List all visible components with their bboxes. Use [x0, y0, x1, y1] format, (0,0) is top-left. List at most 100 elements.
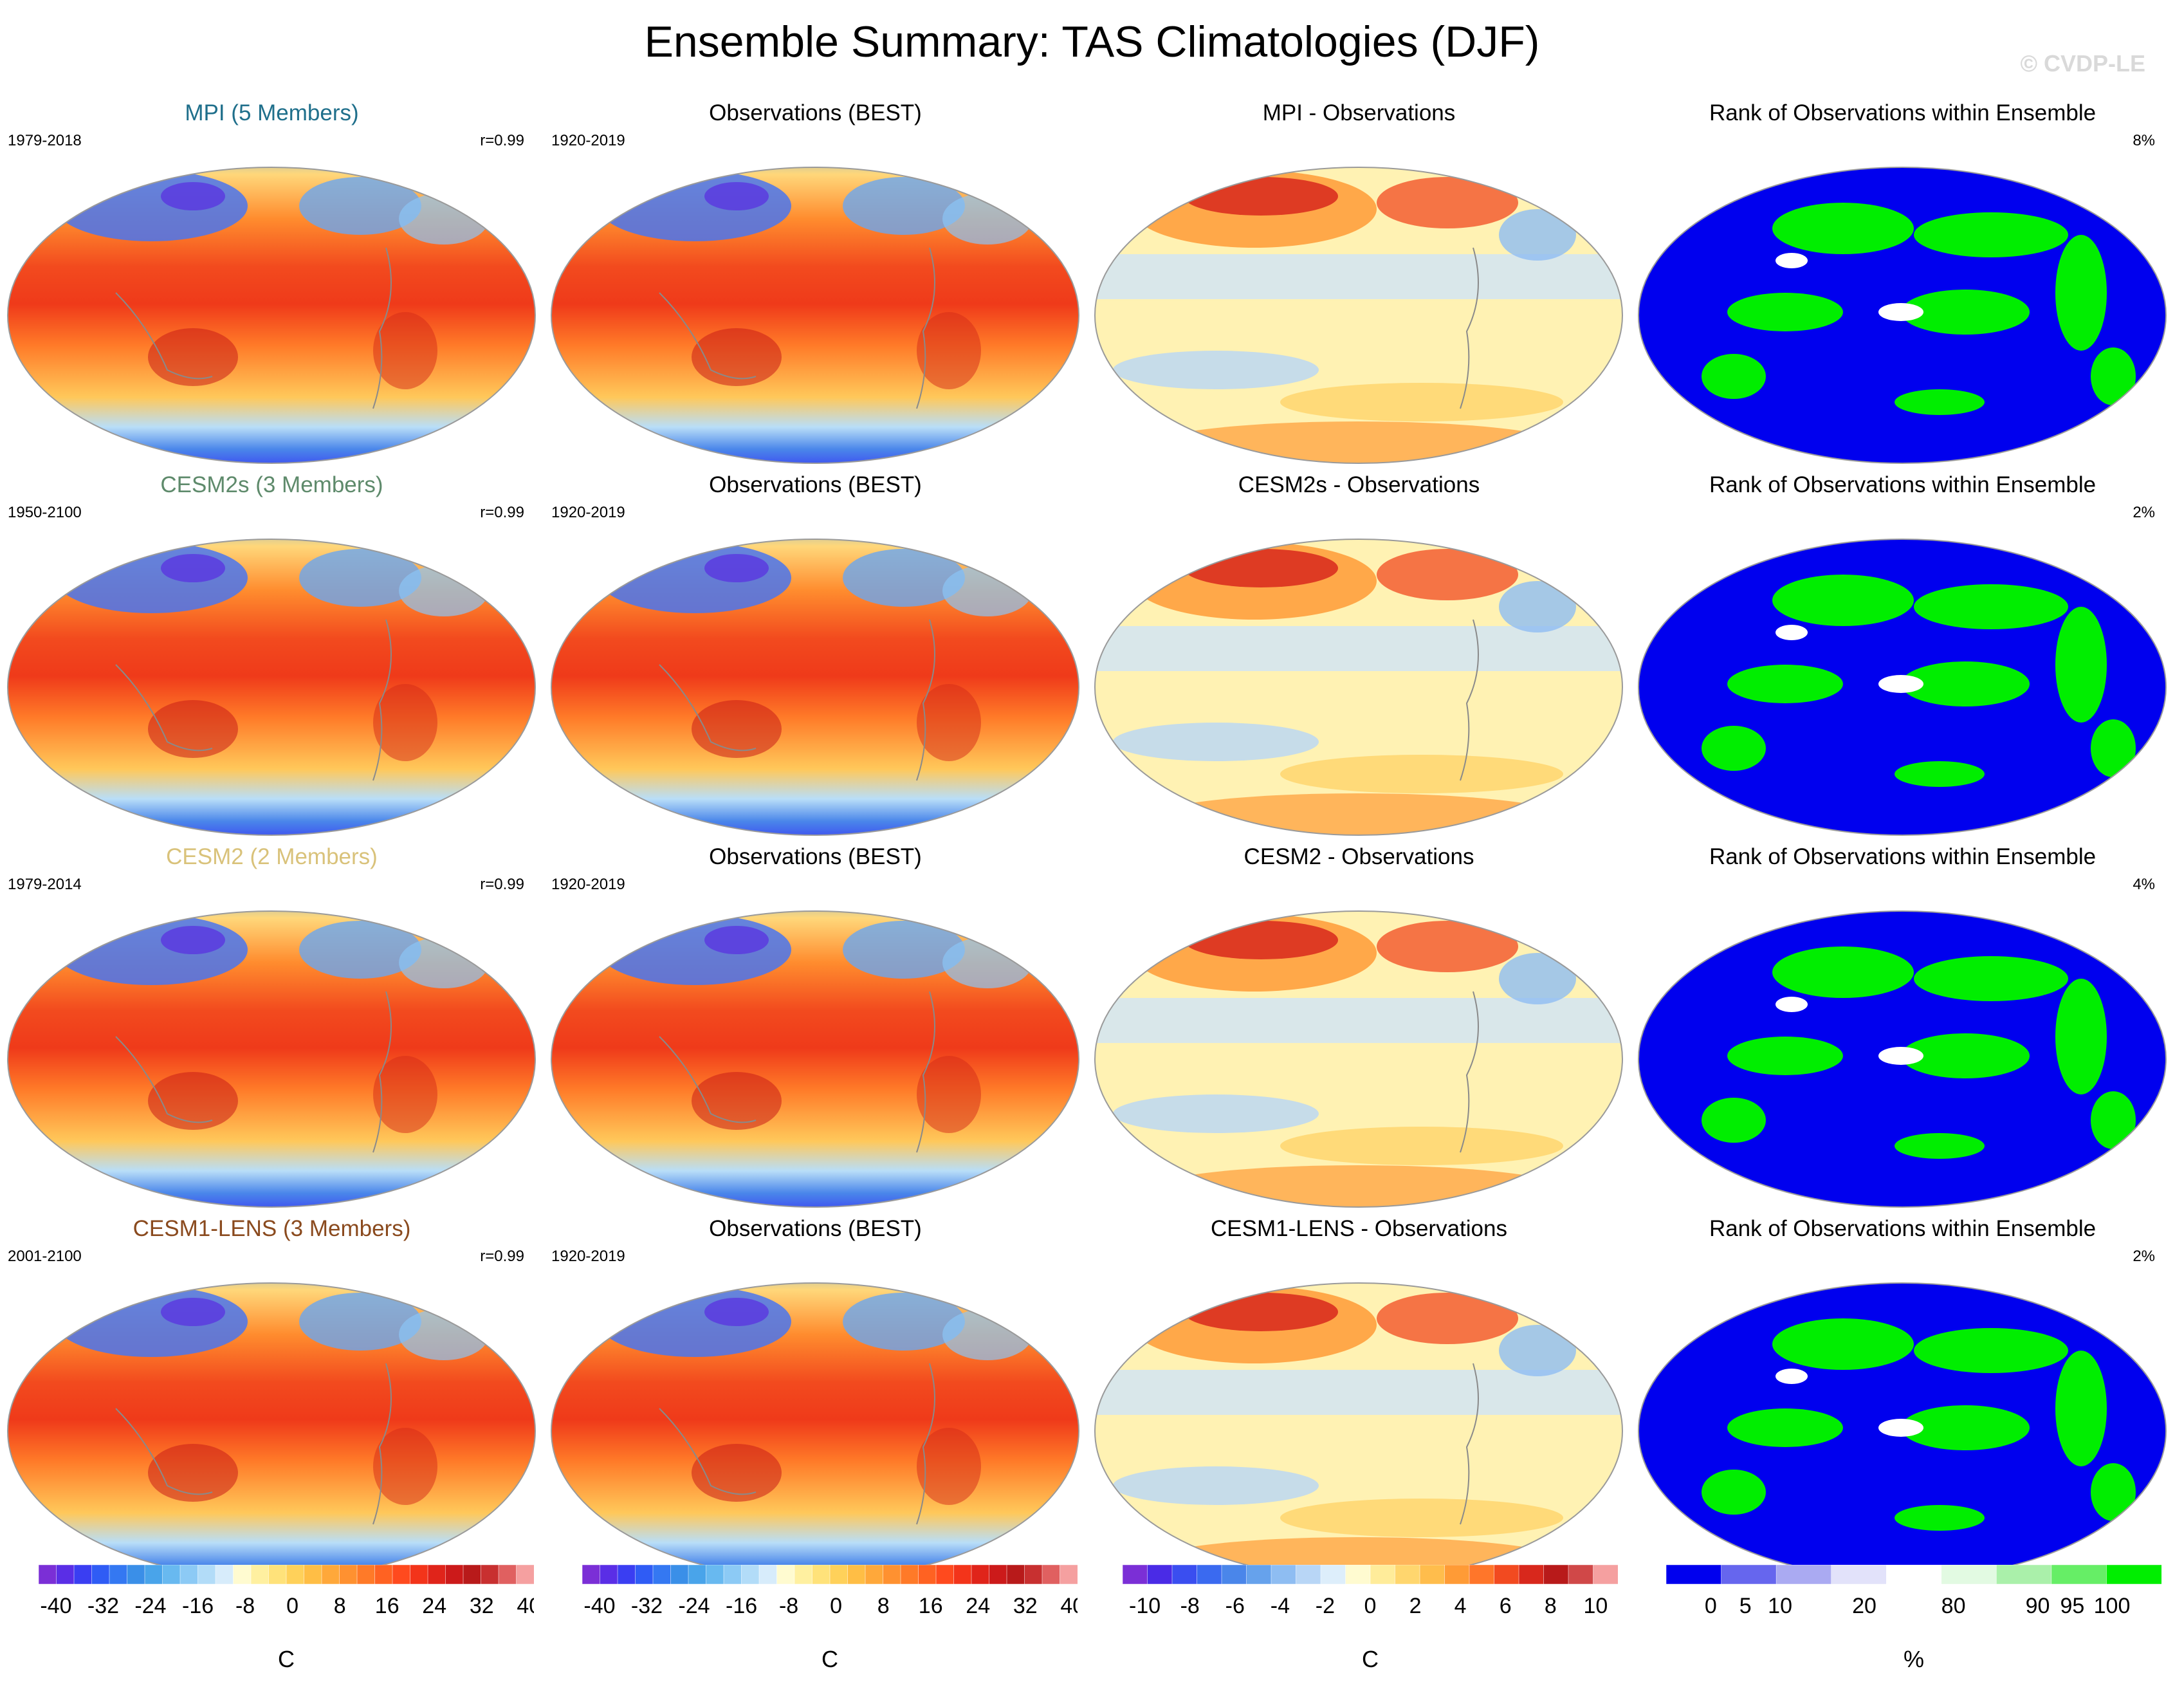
colorbar-swatch — [1345, 1565, 1371, 1585]
colorbar-swatch — [392, 1565, 411, 1585]
temperature-colorbar-model: -40 -32 -24 -16 -8 0 8 16 24 32 40 — [39, 1565, 534, 1636]
panel-title: Rank of Observations within Ensemble — [1709, 844, 2097, 869]
difference-map — [1094, 1282, 1623, 1580]
colorbar-swatch — [812, 1565, 830, 1585]
colorbar-swatch — [2106, 1565, 2161, 1585]
diff-panel: CESM2 - Observations — [1087, 844, 1631, 1215]
colorbar-tick-label: -6 — [1225, 1594, 1245, 1618]
rank-colorbar: 0 5 10 20 80 90 95 100 — [1666, 1565, 2161, 1636]
colorbar-tick-label: 5 — [1739, 1594, 1752, 1618]
colorbar-swatch — [635, 1565, 654, 1585]
colorbar-swatch — [741, 1565, 760, 1585]
colorbar-swatch — [1444, 1565, 1470, 1585]
colorbar-tick-label: 100 — [2094, 1594, 2131, 1618]
temperature-map — [551, 539, 1079, 836]
rank-map — [1638, 1282, 2167, 1580]
colorbar-tick-label: 20 — [1852, 1594, 1877, 1618]
pattern-correlation: r=0.99 — [480, 504, 524, 521]
watermark: © CVDP-LE — [2020, 50, 2145, 77]
colorbar-swatch — [1006, 1565, 1025, 1585]
colorbar-swatch — [1370, 1565, 1396, 1585]
colorbar-tick-label: 95 — [2060, 1594, 2084, 1618]
panel-title: Observations (BEST) — [709, 844, 922, 869]
colorbar-swatch — [989, 1565, 1007, 1585]
colorbar-tick-label: 8 — [1545, 1594, 1557, 1618]
colorbar-swatch — [1060, 1565, 1078, 1585]
colorbar-swatch — [179, 1565, 199, 1585]
colorbar-tick-label: -8 — [1180, 1594, 1200, 1618]
rank-panel: Rank of Observations within Ensemble 8% — [1631, 100, 2174, 472]
colorbar-swatch — [1831, 1565, 1887, 1585]
panel-period: 1979-2014 — [8, 876, 82, 893]
colorbar-swatch — [1296, 1565, 1321, 1585]
colorbar-tick-label: 16 — [375, 1594, 399, 1618]
diff-panel: CESM1-LENS - Observations — [1087, 1215, 1631, 1587]
colorbar-tick-label: 32 — [470, 1594, 494, 1618]
colorbar-swatch — [339, 1565, 358, 1585]
colorbar-tick-label: -40 — [40, 1594, 71, 1618]
colorbar-tick-label: -16 — [182, 1594, 214, 1618]
temperature-map — [7, 539, 536, 836]
colorbar-tick-label: -8 — [235, 1594, 255, 1618]
colorbar-swatch — [410, 1565, 428, 1585]
colorbar-swatch — [1776, 1565, 1832, 1585]
colorbar-swatch — [900, 1565, 919, 1585]
colorbar-swatch — [935, 1565, 955, 1585]
model-panel: CESM2s (3 Members) 1950-2100 r=0.99 — [0, 472, 544, 844]
colorbar-swatch — [1419, 1565, 1445, 1585]
difference-colorbar: -10 -8 -6 -4 -2 0 2 4 6 8 10 — [1123, 1565, 1618, 1636]
colorbar-swatch — [617, 1565, 636, 1585]
colorbar-swatch — [652, 1565, 672, 1585]
colorbar-tick-label: -32 — [87, 1594, 119, 1618]
colorbar-unit-rank: % — [1903, 1646, 1924, 1672]
colorbar-swatch — [1246, 1565, 1272, 1585]
rank-panel: Rank of Observations within Ensemble 2% — [1631, 472, 2174, 844]
colorbar-swatch — [1543, 1565, 1569, 1585]
colorbar-tick-label: 90 — [2026, 1594, 2050, 1618]
colorbar-tick-label: -24 — [678, 1594, 710, 1618]
colorbar-swatch — [600, 1565, 618, 1585]
colorbar-swatch — [1395, 1565, 1420, 1585]
panel-title: Observations (BEST) — [709, 100, 922, 125]
colorbar-tick-label: 0 — [1705, 1594, 1717, 1618]
colorbar-swatch — [286, 1565, 305, 1585]
colorbar-tick-label: 16 — [919, 1594, 943, 1618]
panel-period: 1920-2019 — [551, 132, 625, 149]
panel-period: 2001-2100 — [8, 1248, 82, 1265]
pattern-correlation: r=0.99 — [480, 132, 524, 149]
rank-percent: 2% — [2133, 504, 2155, 521]
colorbar-swatch — [427, 1565, 446, 1585]
colorbar-swatch — [918, 1565, 937, 1585]
temperature-map — [7, 167, 536, 464]
pattern-correlation: r=0.99 — [480, 876, 524, 893]
colorbar-swatch — [688, 1565, 707, 1585]
colorbar-tick-label: -16 — [726, 1594, 757, 1618]
colorbar-unit-model: C — [278, 1646, 295, 1672]
colorbar-swatch — [233, 1565, 252, 1585]
diff-panel: MPI - Observations — [1087, 100, 1631, 472]
colorbar-swatch — [250, 1565, 270, 1585]
colorbar-swatch — [971, 1565, 990, 1585]
colorbar-swatch — [91, 1565, 110, 1585]
panel-title: Rank of Observations within Ensemble — [1709, 100, 2097, 125]
colorbar-swatch — [268, 1565, 287, 1585]
colorbar-swatch — [356, 1565, 376, 1585]
difference-map — [1094, 539, 1623, 836]
temperature-map — [7, 1282, 536, 1580]
colorbar-tick-label: 10 — [1768, 1594, 1792, 1618]
colorbar-swatch — [39, 1565, 57, 1585]
colorbar-swatch — [670, 1565, 689, 1585]
rank-map — [1638, 167, 2167, 464]
rank-percent: 4% — [2133, 876, 2155, 893]
colorbar-tick-label: 10 — [1583, 1594, 1608, 1618]
panel-title: Observations (BEST) — [709, 472, 922, 497]
colorbar-tick-label: -40 — [583, 1594, 615, 1618]
temperature-map — [551, 1282, 1079, 1580]
colorbar-swatch — [56, 1565, 75, 1585]
colorbar-swatch — [162, 1565, 181, 1585]
colorbar-swatch — [304, 1565, 322, 1585]
model-panel: CESM1-LENS (3 Members) 2001-2100 r=0.99 — [0, 1215, 544, 1587]
colorbar-tick-label: 6 — [1500, 1594, 1512, 1618]
model-panel: CESM2 (2 Members) 1979-2014 r=0.99 — [0, 844, 544, 1215]
colorbar-swatch — [883, 1565, 901, 1585]
